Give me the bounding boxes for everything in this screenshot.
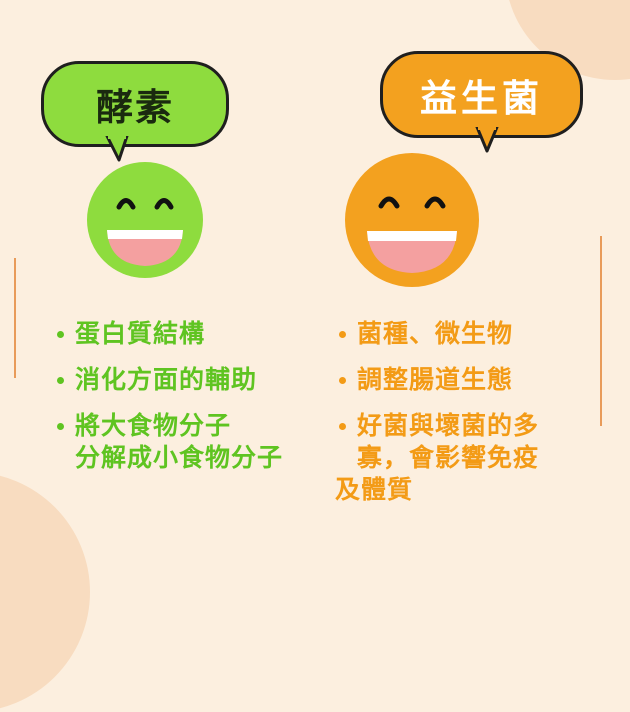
decorative-line-left [14,258,16,378]
smiling-face-icon [345,153,479,287]
smiling-face-icon [87,162,203,278]
probiotic-feature-list: 菌種、微生物 調整腸道生態 好菌與壞菌的多 寡，會影響免疫 及體質 [335,318,590,520]
probiotic-title: 益生菌 [420,76,543,120]
bullet-icon [57,331,64,338]
bullet-icon [339,331,346,338]
enzyme-bubble-tail [105,136,129,162]
bullet-icon [339,377,346,384]
list-item-text: 寡，會影響免疫 [357,443,540,472]
list-item-text: 菌種、微生物 [357,319,514,348]
list-item-text: 蛋白質結構 [75,319,206,348]
list-item: 調整腸道生態 [335,364,590,396]
probiotic-bubble-tail [475,127,499,153]
list-item-text: 將大食物分子 [75,411,232,440]
bullet-icon [57,423,64,430]
list-item-text: 好菌與壞菌的多 [357,411,540,440]
bullet-icon [339,423,346,430]
list-item-text: 分解成小食物分子 [75,443,284,472]
decorative-line-right [600,236,602,426]
decorative-circle-bottom-left [0,472,90,712]
list-item: 蛋白質結構 [53,318,283,350]
list-item-text: 消化方面的輔助 [75,365,258,394]
enzyme-speech-bubble: 酵素 [41,61,229,147]
list-item-text: 調整腸道生態 [357,365,514,394]
bullet-icon [57,377,64,384]
enzyme-feature-list: 蛋白質結構 消化方面的輔助 將大食物分子 分解成小食物分子 [53,318,283,488]
list-item-text: 及體質 [335,475,414,504]
list-item: 消化方面的輔助 [53,364,283,396]
list-item: 好菌與壞菌的多 寡，會影響免疫 及體質 [335,410,590,506]
probiotic-speech-bubble: 益生菌 [380,51,583,138]
list-item: 將大食物分子 分解成小食物分子 [53,410,283,474]
list-item: 菌種、微生物 [335,318,590,350]
enzyme-title: 酵素 [96,86,174,129]
